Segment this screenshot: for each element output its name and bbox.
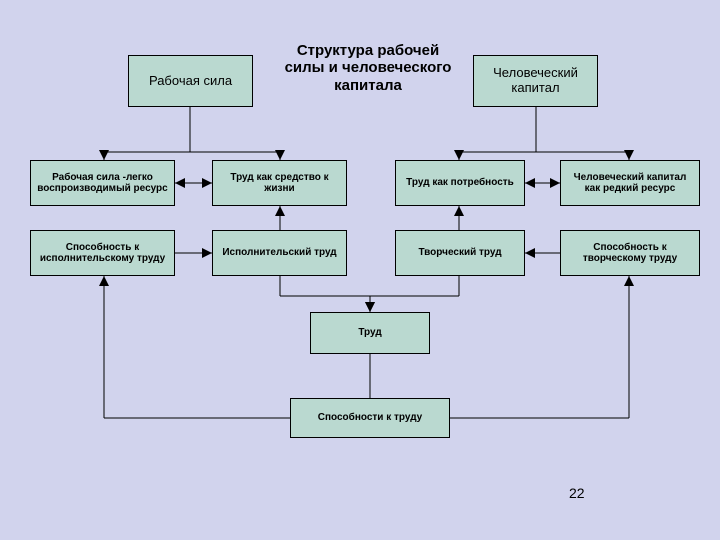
- node-n1: Рабочая сила: [128, 55, 253, 107]
- node-n11: Труд: [310, 312, 430, 354]
- node-n7: Способность к исполнительскому труду: [30, 230, 175, 276]
- node-n4: Труд как средство к жизни: [212, 160, 347, 206]
- node-n10: Способность к творческому труду: [560, 230, 700, 276]
- page-number: 22: [569, 485, 585, 501]
- node-n8: Исполнительский труд: [212, 230, 347, 276]
- node-n9: Творческий труд: [395, 230, 525, 276]
- node-n3: Рабочая сила -легко воспроизводимый ресу…: [30, 160, 175, 206]
- node-n2: Человеческий капитал: [473, 55, 598, 107]
- node-n5: Труд как потребность: [395, 160, 525, 206]
- node-n12: Способности к труду: [290, 398, 450, 438]
- node-n6: Человеческий капитал как редкий ресурс: [560, 160, 700, 206]
